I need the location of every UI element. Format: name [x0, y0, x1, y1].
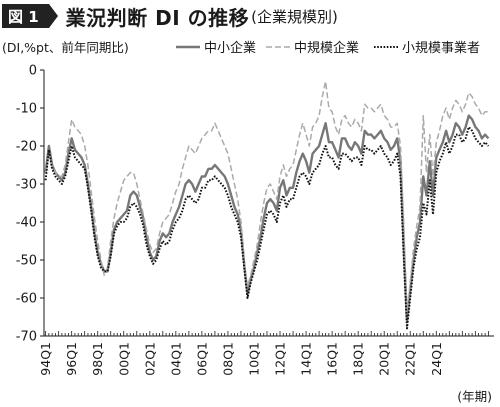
series-line-1: [44, 114, 490, 322]
x-tick-label: 20Q1: [377, 342, 392, 376]
legend: 中小企業 中規模企業 小規模事業者: [176, 40, 480, 56]
x-tick-label: 94Q1: [38, 342, 53, 376]
figure-number: 図 1: [8, 7, 39, 26]
y-tick-label: -30: [16, 178, 37, 193]
title-row: 図 1 業況判断 DI の推移 (企業規模別): [2, 2, 338, 30]
chevron-right-icon: [48, 4, 58, 28]
y-tick-label: -10: [16, 102, 37, 117]
x-tick-label: 10Q1: [246, 342, 261, 376]
series-line-2: [44, 80, 489, 314]
x-tick-label: 02Q1: [142, 342, 157, 376]
x-tick-label: 00Q1: [116, 342, 131, 376]
legend-label-1: 中小企業: [204, 40, 256, 56]
x-axis: 94Q1 96Q1 98Q1 00Q1 02Q1 04Q1 06Q1 08Q1 10Q1 12Q1…: [38, 331, 494, 376]
x-tick-label: 22Q1: [403, 342, 418, 376]
y-tick-label: -40: [16, 216, 37, 231]
x-tick-label: 16Q1: [325, 342, 340, 376]
y-axis: 0 -10 -20 -30 -40 -50 -60 -70: [16, 64, 45, 345]
series-line-3: [44, 126, 490, 330]
y-tick-label: -50: [16, 254, 37, 269]
y-tick-label: -20: [16, 140, 37, 155]
legend-label-2: 中規模企業: [294, 40, 359, 56]
x-tick-label: 24Q1: [429, 342, 444, 376]
x-tick-label: 08Q1: [220, 342, 235, 376]
y-axis-label: (DI,%pt、前年同期比): [2, 40, 129, 55]
y-tick-label: -70: [16, 330, 37, 345]
chart-title: 業況判断 DI の推移: [65, 5, 250, 30]
x-tick-label: 04Q1: [168, 342, 183, 376]
x-tick-label: 96Q1: [64, 342, 79, 376]
x-tick-label: 98Q1: [90, 342, 105, 376]
y-tick-label: -60: [16, 292, 37, 307]
legend-label-3: 小規模事業者: [402, 40, 480, 56]
x-tick-label: 14Q1: [299, 342, 314, 376]
y-tick-label: 0: [29, 64, 37, 79]
x-tick-label: 06Q1: [194, 342, 209, 376]
figure-number-badge: 図 1: [2, 4, 49, 28]
chart-subtitle: (企業規模別): [251, 7, 338, 26]
x-tick-label: 18Q1: [351, 342, 366, 376]
x-axis-label: (年期): [457, 389, 492, 404]
plot-area: [44, 80, 490, 330]
x-tick-label: 12Q1: [273, 342, 288, 376]
